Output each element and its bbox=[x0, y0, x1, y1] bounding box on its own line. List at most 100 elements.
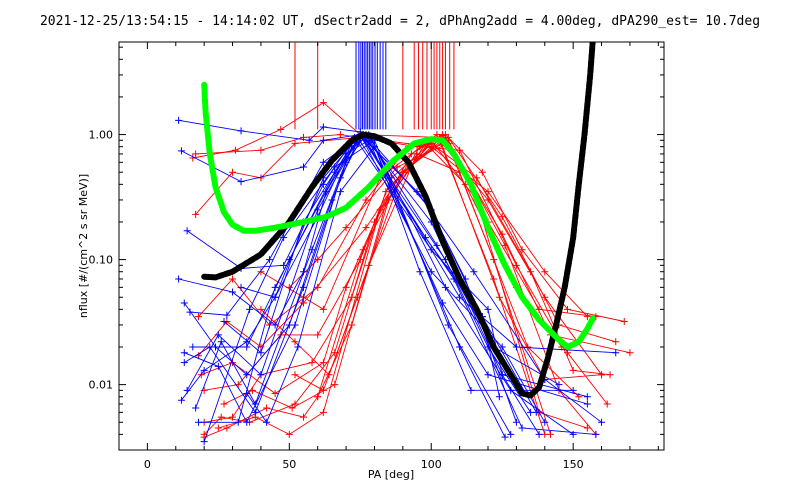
red-data-point bbox=[362, 196, 370, 204]
blue-data-point bbox=[280, 261, 288, 269]
blue-data-point bbox=[192, 404, 200, 412]
red-data-point bbox=[393, 163, 401, 171]
red-data-point bbox=[626, 349, 634, 357]
blue-data-point bbox=[271, 321, 279, 329]
x-tick-label: 150 bbox=[563, 458, 584, 471]
red-data-point bbox=[319, 305, 327, 313]
red-series-line bbox=[288, 142, 596, 318]
blue-data-point bbox=[518, 424, 526, 432]
x-tick-label: 100 bbox=[421, 458, 442, 471]
blue-data-point bbox=[512, 343, 520, 351]
blue-data-point bbox=[467, 386, 475, 394]
red-data-point bbox=[342, 224, 350, 232]
red-data-point bbox=[535, 305, 543, 313]
red-data-point bbox=[288, 404, 296, 412]
blue-series-line bbox=[186, 134, 517, 423]
x-tick-label: 50 bbox=[282, 458, 296, 471]
blue-data-point bbox=[243, 389, 251, 397]
blue-data-point bbox=[180, 359, 188, 367]
blue-data-point bbox=[243, 418, 251, 426]
red-data-point bbox=[385, 196, 393, 204]
red-data-point bbox=[200, 386, 208, 394]
blue-data-point bbox=[569, 386, 577, 394]
red-series-line bbox=[195, 134, 443, 155]
red-data-point bbox=[541, 268, 549, 276]
red-data-point bbox=[527, 268, 535, 276]
red-data-point bbox=[473, 174, 481, 182]
red-data-point bbox=[229, 168, 237, 176]
blue-data-point bbox=[183, 227, 191, 235]
vertical-markers bbox=[294, 42, 455, 130]
blue-data-point bbox=[217, 338, 225, 346]
red-data-point bbox=[231, 146, 239, 154]
red-data-point bbox=[512, 261, 520, 269]
blue-data-point bbox=[444, 321, 452, 329]
red-data-point bbox=[291, 338, 299, 346]
blue-data-point bbox=[441, 283, 449, 291]
red-data-point bbox=[490, 256, 498, 264]
red-data-point bbox=[319, 408, 327, 416]
blue-data-point bbox=[200, 438, 208, 446]
red-data-point bbox=[376, 206, 384, 214]
red-data-point bbox=[331, 381, 339, 389]
red-data-point bbox=[192, 150, 200, 158]
blue-data-point bbox=[291, 321, 299, 329]
blue-data-point bbox=[305, 136, 313, 144]
blue-data-point bbox=[532, 408, 540, 416]
blue-series-line bbox=[181, 133, 602, 423]
blue-data-point bbox=[433, 241, 441, 249]
red-data-point bbox=[501, 241, 509, 249]
blue-data-point bbox=[177, 396, 185, 404]
blue-data-point bbox=[257, 349, 265, 357]
red-data-point bbox=[319, 99, 327, 107]
red-data-point bbox=[498, 213, 506, 221]
red-data-point bbox=[291, 139, 299, 147]
blue-data-point bbox=[234, 418, 242, 426]
red-data-point bbox=[563, 305, 571, 313]
red-data-point bbox=[353, 293, 361, 301]
red-data-point bbox=[277, 125, 285, 133]
red-data-point bbox=[612, 338, 620, 346]
x-axis-label: PA [deg] bbox=[368, 468, 414, 481]
blue-data-point bbox=[535, 430, 543, 438]
y-tick-label: 0.01 bbox=[89, 379, 114, 392]
blue-data-point bbox=[271, 293, 279, 301]
red-data-point bbox=[285, 430, 293, 438]
red-data-point bbox=[620, 317, 628, 325]
blue-data-point bbox=[189, 343, 197, 351]
blue-data-point bbox=[512, 418, 520, 426]
blue-data-point bbox=[229, 288, 237, 296]
blue-data-point bbox=[427, 268, 435, 276]
blue-data-point bbox=[220, 317, 228, 325]
blue-data-point bbox=[484, 305, 492, 313]
red-data-point bbox=[362, 224, 370, 232]
plot-frame bbox=[118, 41, 665, 451]
red-data-point bbox=[229, 275, 237, 283]
blue-data-point bbox=[336, 188, 344, 196]
blue-data-point bbox=[592, 430, 600, 438]
red-data-point bbox=[214, 424, 222, 432]
green-fit-curve bbox=[201, 81, 596, 350]
red-data-point bbox=[257, 268, 265, 276]
blue-data-point bbox=[214, 362, 222, 370]
blue-data-point bbox=[439, 299, 447, 307]
blue-data-point bbox=[177, 147, 185, 155]
blue-data-point bbox=[265, 256, 273, 264]
blue-data-point bbox=[175, 275, 183, 283]
blue-data-point bbox=[319, 136, 327, 144]
blue-data-point bbox=[598, 418, 606, 426]
red-series-line bbox=[204, 142, 611, 423]
blue-data-point bbox=[319, 158, 327, 166]
y-tick-label: 1.00 bbox=[89, 129, 114, 142]
blue-data-point bbox=[294, 343, 302, 351]
blue-data-point bbox=[175, 116, 183, 124]
blue-data-point bbox=[300, 283, 308, 291]
blue-data-point bbox=[484, 371, 492, 379]
black-fit-curve bbox=[201, 42, 596, 399]
red-data-point bbox=[546, 430, 554, 438]
red-data-point bbox=[263, 404, 271, 412]
blue-data-point bbox=[583, 393, 591, 401]
blue-data-point bbox=[237, 127, 245, 135]
blue-data-point bbox=[583, 400, 591, 408]
